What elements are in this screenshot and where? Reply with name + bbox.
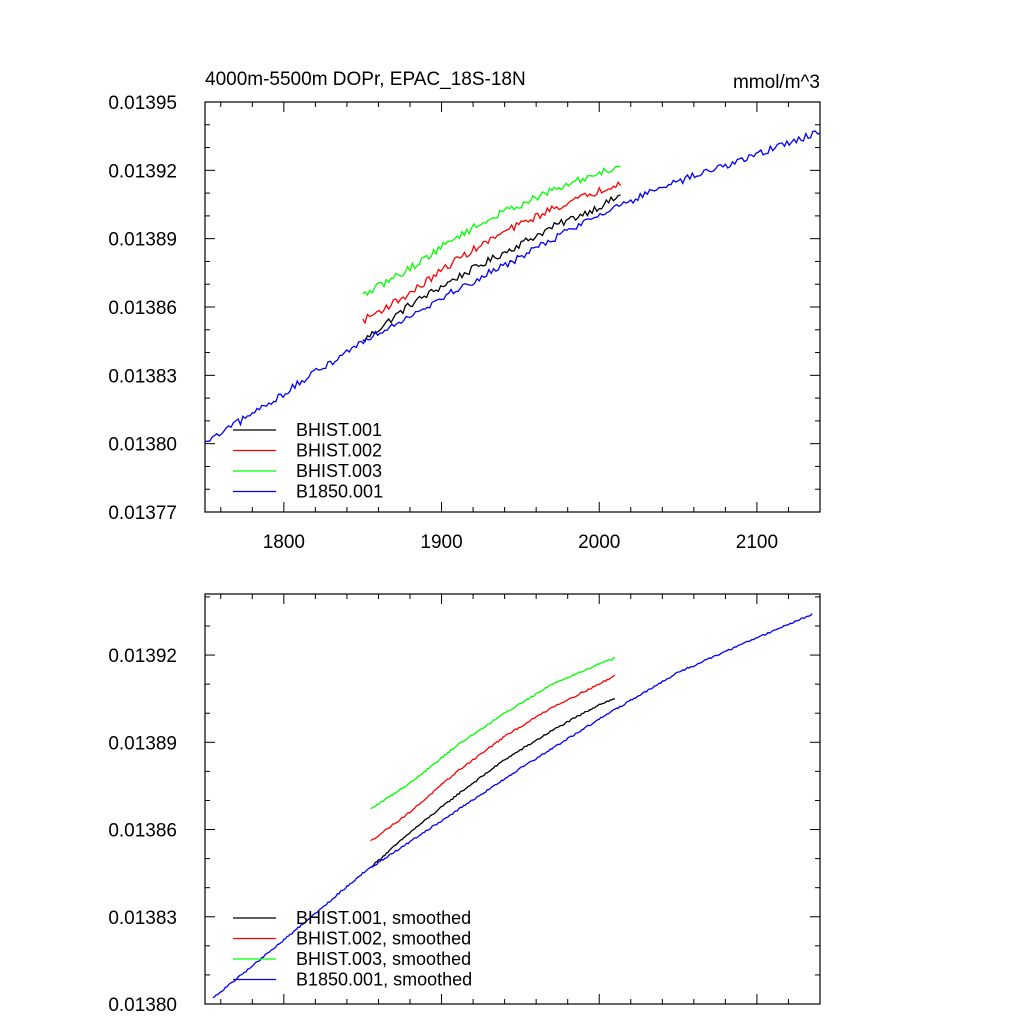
x-tick-label: 1900	[420, 532, 462, 553]
series-line-bhist-002	[362, 180, 622, 325]
series-line-b1850-001-smoothed	[212, 613, 813, 999]
plot-frame	[204, 593, 821, 1005]
y-tick-label: 0.01386	[108, 298, 177, 319]
legend-label: BHIST.003	[296, 461, 382, 481]
y-tick-label: 0.01383	[108, 908, 177, 929]
y-tick-label: 0.01392	[108, 646, 177, 667]
legend-label: B1850.001	[296, 482, 383, 502]
legend-label: BHIST.001, smoothed	[296, 908, 471, 928]
units-label: mmol/m^3	[733, 72, 820, 93]
top-series-lines	[204, 130, 821, 443]
series-line-bhist-003	[362, 165, 621, 297]
top-axes: 1800 1900 2000 2100 0.01377 0.01380 0.01383 0.0…	[108, 93, 821, 553]
legend-label: BHIST.002	[296, 441, 382, 461]
legend-label: B1850.001, smoothed	[296, 970, 472, 990]
series-line-bhist-001-smoothed	[370, 698, 615, 868]
series-line-bhist-003-smoothed	[370, 656, 616, 810]
y-tick-label: 0.01389	[108, 230, 177, 251]
x-tick-label: 2000	[578, 532, 620, 553]
y-tick-label: 0.01389	[108, 733, 177, 754]
chart-title: 4000m-5500m DOPr, EPAC_18S-18N	[205, 69, 526, 90]
bottom-series-lines	[212, 613, 813, 999]
y-tick-label: 0.01383	[108, 366, 177, 387]
series-line-bhist-002-smoothed	[370, 674, 616, 842]
y-tick-label: 0.01380	[108, 435, 177, 456]
legend-label: BHIST.002, smoothed	[296, 929, 471, 949]
bottom-axes: 0.01380 0.01383 0.01386 0.01389 0.01392	[108, 593, 821, 1016]
y-tick-label: 0.01377	[108, 503, 177, 524]
series-line-b1850-001	[204, 130, 821, 443]
y-tick-label: 0.01395	[108, 93, 177, 114]
legend-label: BHIST.003, smoothed	[296, 949, 471, 969]
y-tick-label: 0.01386	[108, 821, 177, 842]
bottom-chart-panel: 0.01380 0.01383 0.01386 0.01389 0.01392 BHIS…	[108, 593, 821, 1016]
y-tick-label: 0.01380	[108, 995, 177, 1016]
legend-label: BHIST.001	[296, 420, 382, 440]
x-tick-label: 2100	[736, 532, 778, 553]
series-line-bhist-001	[362, 194, 621, 343]
top-chart-panel: 4000m-5500m DOPr, EPAC_18S-18N mmol/m^3 …	[108, 69, 821, 553]
x-tick-label: 1800	[263, 532, 305, 553]
y-tick-label: 0.01392	[108, 161, 177, 182]
